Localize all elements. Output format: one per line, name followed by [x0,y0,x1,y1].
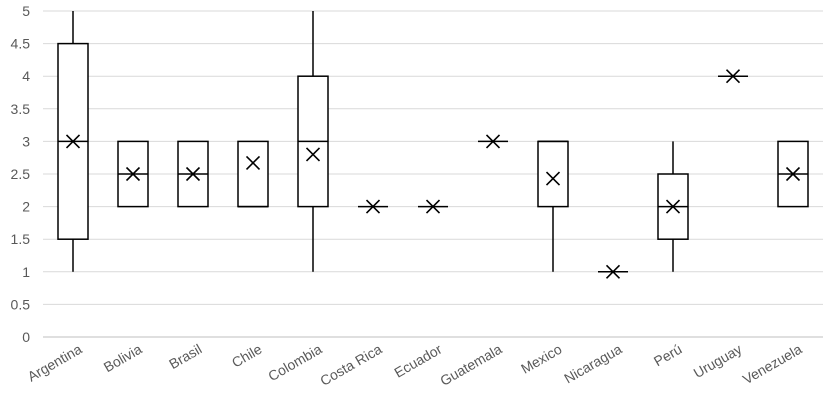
box-brasil [177,140,209,208]
y-tick-label: 5 [22,3,30,19]
y-tick-label: 2 [22,199,30,215]
y-axis-tick-labels: 0 0.5 1 1.5 2 2.5 3 3.5 4 4.5 5 [11,3,31,345]
mean-marker [305,147,321,162]
mean-marker [185,166,201,182]
box-venezuela [777,140,809,208]
x-category-label: Bolivia [101,341,145,376]
box-chile [237,140,269,208]
x-category-label: Uruguay [691,341,745,381]
box-argentina [57,11,89,272]
mean-marker [785,166,801,182]
y-tick-label: 1 [22,264,30,280]
y-tick-label: 3 [22,133,30,149]
mean-marker [425,199,441,214]
mean-marker [545,171,561,186]
x-category-label: Chile [229,341,265,371]
iqr-box [537,140,569,208]
x-category-label: Colombia [265,341,324,385]
y-tick-label: 4 [22,68,30,84]
box-mexico [537,140,569,272]
y-tick-label: 0 [22,329,30,345]
box-nicaragua [598,264,628,279]
x-category-label: Argentina [25,341,85,385]
box-ecuador [418,199,448,214]
box-costa-rica [358,199,388,214]
x-category-label: Guatemala [437,341,504,389]
x-category-label: Nicaragua [561,341,624,387]
mean-marker [485,134,501,149]
box-bolivia [117,140,149,208]
x-axis-category-labels: Argentina Bolivia Brasil Chile ColombiaCosta… [25,341,805,389]
mean-marker [665,199,681,214]
box-series [57,11,809,279]
y-tick-label: 1.5 [11,231,31,247]
mean-marker [65,134,81,149]
x-category-label: Mexico [518,341,565,377]
box-perú [657,141,689,272]
mean-marker [245,155,261,170]
box-uruguay [718,69,748,84]
box-guatemala [478,134,508,149]
x-category-label: Venezuela [740,341,805,388]
y-tick-label: 0.5 [11,296,31,312]
x-category-label: Perú [651,341,685,370]
mean-marker [725,69,741,84]
gridlines [43,10,823,305]
y-tick-label: 4.5 [11,36,31,52]
x-category-label: Costa Rica [317,341,384,389]
y-tick-label: 2.5 [11,166,31,182]
mean-marker [365,199,381,214]
mean-marker [605,264,621,279]
y-tick-label: 3.5 [11,101,31,117]
mean-marker [125,166,141,182]
iqr-box [237,140,269,208]
x-category-label: Brasil [166,341,204,372]
box-colombia [297,11,329,272]
